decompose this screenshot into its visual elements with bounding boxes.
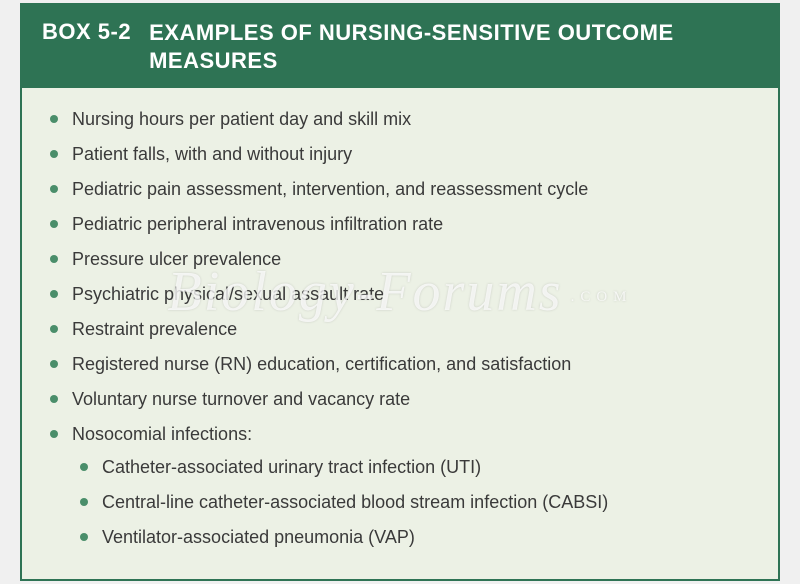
list-item-text: Pressure ulcer prevalence: [72, 249, 281, 269]
box-body: Nursing hours per patient day and skill …: [22, 88, 778, 579]
info-box: BOX 5-2 EXAMPLES OF NURSING-SENSITIVE OU…: [20, 3, 780, 581]
list-item-text: Pediatric peripheral intravenous infiltr…: [72, 214, 443, 234]
sub-list-item-text: Catheter-associated urinary tract infect…: [102, 457, 481, 477]
list-item-text: Psychiatric physical/sexual assault rate: [72, 284, 384, 304]
list-item: Pediatric pain assessment, intervention,…: [50, 176, 750, 203]
sub-list-item: Central-line catheter-associated blood s…: [80, 489, 750, 516]
list-item-text: Pediatric pain assessment, intervention,…: [72, 179, 588, 199]
sub-list: Catheter-associated urinary tract infect…: [72, 454, 750, 551]
list-item-text: Restraint prevalence: [72, 319, 237, 339]
list-item: Patient falls, with and without injury: [50, 141, 750, 168]
main-list: Nursing hours per patient day and skill …: [50, 106, 750, 551]
list-item-text: Patient falls, with and without injury: [72, 144, 352, 164]
list-item: Restraint prevalence: [50, 316, 750, 343]
box-number: BOX 5-2: [42, 19, 131, 45]
list-item: Nosocomial infections: Catheter-associat…: [50, 421, 750, 551]
list-item-text: Nursing hours per patient day and skill …: [72, 109, 411, 129]
list-item: Pressure ulcer prevalence: [50, 246, 750, 273]
box-title: EXAMPLES OF NURSING-SENSITIVE OUTCOME ME…: [149, 19, 758, 74]
list-item: Psychiatric physical/sexual assault rate: [50, 281, 750, 308]
list-item-text: Nosocomial infections:: [72, 424, 252, 444]
sub-list-item: Ventilator-associated pneumonia (VAP): [80, 524, 750, 551]
sub-list-item-text: Ventilator-associated pneumonia (VAP): [102, 527, 415, 547]
list-item: Registered nurse (RN) education, certifi…: [50, 351, 750, 378]
list-item-text: Registered nurse (RN) education, certifi…: [72, 354, 571, 374]
box-header: BOX 5-2 EXAMPLES OF NURSING-SENSITIVE OU…: [22, 5, 778, 88]
sub-list-item: Catheter-associated urinary tract infect…: [80, 454, 750, 481]
list-item-text: Voluntary nurse turnover and vacancy rat…: [72, 389, 410, 409]
list-item: Voluntary nurse turnover and vacancy rat…: [50, 386, 750, 413]
sub-list-item-text: Central-line catheter-associated blood s…: [102, 492, 608, 512]
list-item: Nursing hours per patient day and skill …: [50, 106, 750, 133]
list-item: Pediatric peripheral intravenous infiltr…: [50, 211, 750, 238]
